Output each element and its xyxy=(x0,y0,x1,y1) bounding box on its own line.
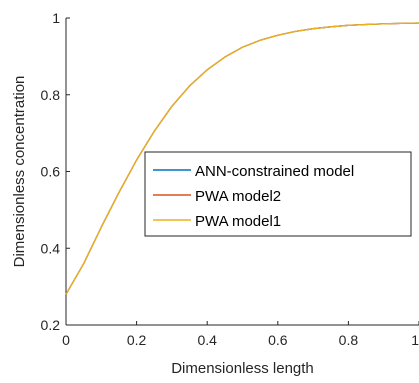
y-tick-label: 0.2 xyxy=(41,317,61,333)
x-tick-label: 1 xyxy=(411,332,419,348)
plot-area: 0 0.2 0.4 0.6 0.8 1 0.20.40.60.81 xyxy=(41,10,419,348)
series-lines xyxy=(65,22,419,295)
y-tick-label: 0.4 xyxy=(41,240,61,256)
legend-label: ANN-constrained model xyxy=(195,163,354,180)
x-tick-label: 0.4 xyxy=(197,332,217,348)
x-ticks: 0 0.2 0.4 0.6 0.8 1 xyxy=(62,321,419,348)
x-axis-label: Dimensionless length xyxy=(171,360,314,377)
x-tick-label: 0.8 xyxy=(339,332,359,348)
series-line-3 xyxy=(65,22,419,295)
y-ticks: 0.2 0.4 0.6 0.8 1 xyxy=(41,10,70,333)
y-tick-label: 0.8 xyxy=(41,87,61,103)
y-tick-label: 1 xyxy=(52,10,60,26)
legend-box xyxy=(144,151,412,237)
legend-label: PWA model2 xyxy=(195,188,281,205)
x-tick-label: 0 xyxy=(62,332,70,348)
y-axis-label: Dimensionless concentration xyxy=(11,76,28,268)
y-tick-label: 0.6 xyxy=(41,164,61,180)
x-tick-label: 0.6 xyxy=(268,332,288,348)
x-tick-label: 0.2 xyxy=(127,332,147,348)
legend: ANN-constrained model PWA model2 PWA model… xyxy=(144,151,412,237)
legend-label: PWA model1 xyxy=(195,213,281,230)
